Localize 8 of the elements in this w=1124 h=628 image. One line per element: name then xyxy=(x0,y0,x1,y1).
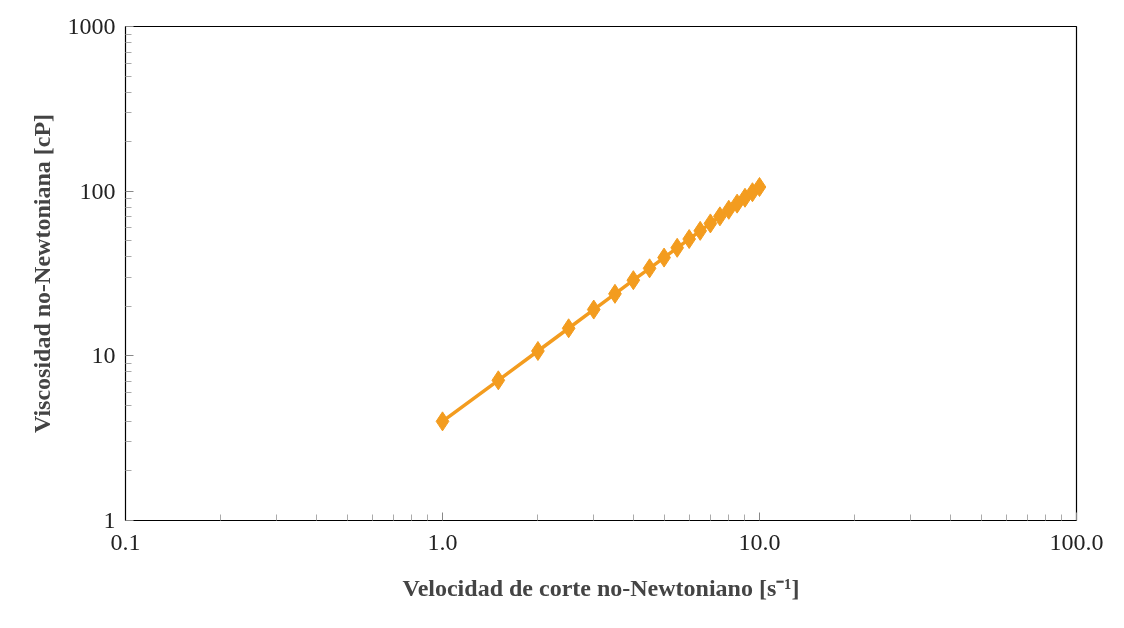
x-tick-label: 1.0 xyxy=(427,528,458,555)
y-tick-label: 100 xyxy=(79,177,116,204)
x-tick-label: 100.0 xyxy=(1049,528,1104,555)
y-axis-title: Viscosidad no-Newtoniana [cP] xyxy=(28,113,55,434)
y-tick-label: 10 xyxy=(91,342,116,369)
x-axis-title: Velocidad de corte no-Newtoniano [s⁻¹] xyxy=(402,574,800,601)
y-tick-label: 1000 xyxy=(67,13,116,39)
x-tick-label: 10.0 xyxy=(738,528,781,555)
